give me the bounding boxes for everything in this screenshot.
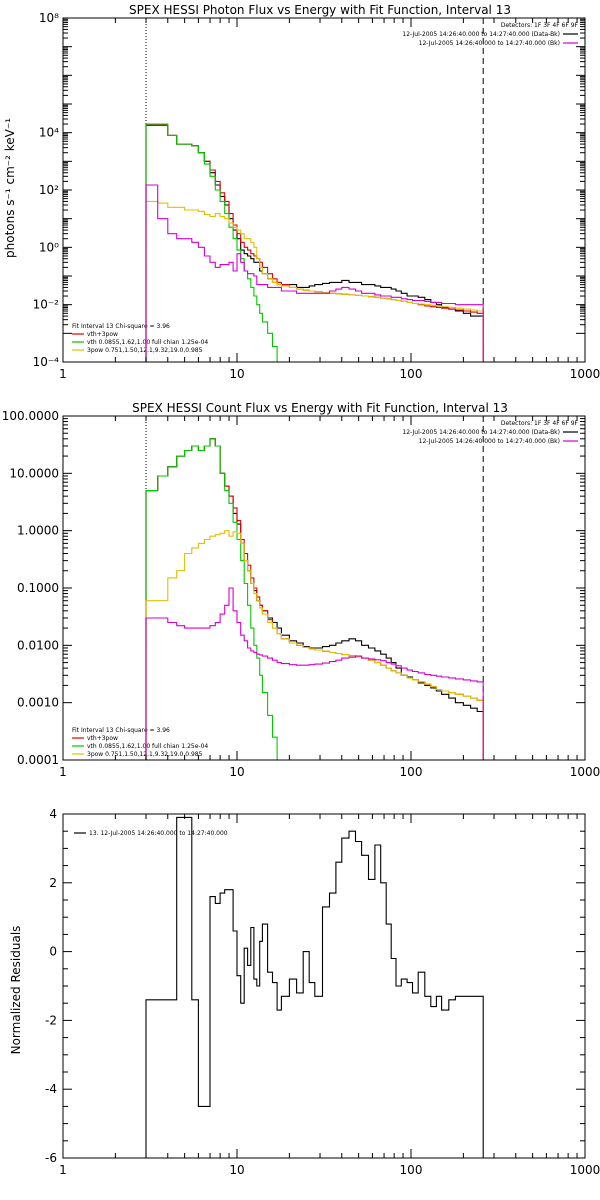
legend-entry: 13. 12-Jul-2005 14:26:40.000 to 14:27:40…: [89, 830, 228, 837]
header-detectors: Detectors: 1F 3F 4F 6F 9F: [501, 22, 579, 29]
x-tick-label: 1: [59, 765, 67, 779]
legend-fit-title: Fit Interval 13 Chi-square = 3.96: [72, 323, 170, 330]
y-tick-label: 10²: [39, 183, 59, 197]
header-bk-interval: 12-Jul-2005 14:26:40.000 to 14:27:40.000…: [419, 438, 560, 445]
legend-entry-total: vth+3pow: [87, 331, 118, 338]
x-tick-label: 1000: [570, 1163, 600, 1177]
series-line-4: [145, 184, 484, 362]
y-tick-label: 4: [49, 807, 57, 821]
legend-entry-vth: vth 0.0855,1.62,1.00 full chian 1.25e-04: [87, 743, 208, 750]
legend-fit-title: Fit Interval 13 Chi-square = 3.96: [72, 727, 170, 734]
y-tick-label: 0.0001: [17, 753, 59, 767]
photon-flux-panel: SPEX HESSI Photon Flux vs Energy with Fi…: [3, 3, 600, 381]
panel-title: SPEX HESSI Count Flux vs Energy with Fit…: [132, 401, 508, 415]
y-tick-label: 0: [49, 945, 57, 959]
series-line-2: [145, 123, 484, 362]
x-tick-label: 10: [229, 367, 244, 381]
x-tick-label: 100: [400, 765, 423, 779]
y-tick-label: -6: [45, 1151, 57, 1165]
y-tick-label: 0.0100: [17, 638, 59, 652]
y-tick-label: 2: [49, 876, 57, 890]
series-line-2: [145, 438, 484, 760]
y-tick-label: 0.0010: [17, 696, 59, 710]
y-tick-label: 10⁸: [39, 11, 59, 25]
series-group: [145, 816, 484, 1158]
y-tick-label: 100.0000: [2, 409, 59, 423]
legend-entry-3pow: 3pow 0.751,1.50,12.1,9.32,19.0,0.985: [87, 347, 203, 354]
x-tick-label: 100: [400, 1163, 423, 1177]
x-tick-label: 10: [229, 765, 244, 779]
legend-entry-vth: vth 0.0855,1.62,1.00 full chian 1.25e-04: [87, 339, 208, 346]
series-group: [145, 123, 484, 362]
count-flux-panel: SPEX HESSI Count Flux vs Energy with Fit…: [2, 401, 600, 779]
series-group: [145, 438, 484, 760]
legend-entry-total: vth+3pow: [87, 735, 118, 742]
series-line-3: [145, 200, 484, 362]
x-tick-label: 100: [400, 367, 423, 381]
x-tick-label: 1000: [570, 765, 600, 779]
header-detectors: Detectors: 1F 3F 4F 6F 9F: [501, 420, 579, 427]
y-axis-label: photons s⁻¹ cm⁻² keV⁻¹: [3, 118, 17, 258]
y-tick-label: 0.1000: [17, 581, 59, 595]
y-tick-label: 10⁰: [39, 240, 59, 254]
legend-entry-3pow: 3pow 0.751,1.50,12.1,9.32,19.0,0.985: [87, 751, 203, 758]
x-tick-label: 1: [59, 367, 67, 381]
y-tick-label: 10.0000: [9, 466, 59, 480]
series-line-0: [145, 816, 484, 1158]
y-tick-label: 10⁻⁴: [33, 355, 60, 369]
y-tick-label: -4: [45, 1082, 57, 1096]
y-tick-label: 10⁴: [39, 126, 59, 140]
x-tick-label: 10: [229, 1163, 244, 1177]
y-tick-label: 10⁻²: [33, 298, 60, 312]
panel-title: SPEX HESSI Photon Flux vs Energy with Fi…: [129, 3, 511, 17]
y-axis-label: Normalized Residuals: [9, 926, 23, 1055]
series-line-4: [145, 587, 484, 760]
series-line-0: [145, 124, 484, 362]
series-line-3: [145, 530, 484, 760]
residuals-panel: Normalized Residuals 13. 12-Jul-2005 14:…: [9, 807, 600, 1177]
header-bk-interval: 12-Jul-2005 14:26:40.000 to 14:27:40.000…: [419, 40, 560, 47]
y-tick-label: -2: [45, 1013, 57, 1027]
x-tick-label: 1000: [570, 367, 600, 381]
header-data-interval: 12-Jul-2005 14:26:40.000 to 14:27:40.000…: [402, 429, 560, 436]
header-data-interval: 12-Jul-2005 14:26:40.000 to 14:27:40.000…: [402, 31, 560, 38]
y-tick-label: 1.0000: [17, 524, 59, 538]
x-tick-label: 1: [59, 1163, 67, 1177]
